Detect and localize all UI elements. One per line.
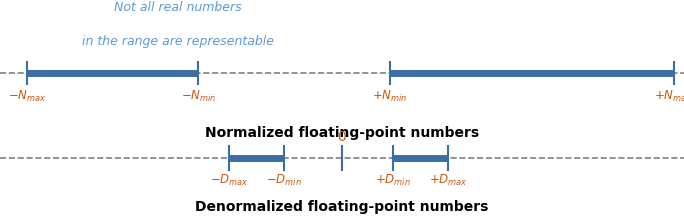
Text: $0$: $0$: [337, 130, 347, 144]
Text: Normalized floating-point numbers: Normalized floating-point numbers: [205, 126, 479, 140]
Text: in the range are representable: in the range are representable: [82, 35, 274, 48]
Text: $+D_{max}$: $+D_{max}$: [429, 173, 467, 188]
Text: $-D_{max}$: $-D_{max}$: [210, 173, 248, 188]
Text: Denormalized floating-point numbers: Denormalized floating-point numbers: [196, 200, 488, 214]
Text: $+N_{min}$: $+N_{min}$: [372, 89, 408, 104]
Text: $-D_{min}$: $-D_{min}$: [266, 173, 302, 188]
Text: $-N_{min}$: $-N_{min}$: [181, 89, 216, 104]
Text: $+N_{max}$: $+N_{max}$: [655, 89, 684, 104]
Text: Not all real numbers: Not all real numbers: [114, 1, 241, 14]
Text: $-N_{max}$: $-N_{max}$: [8, 89, 47, 104]
Text: $+D_{min}$: $+D_{min}$: [376, 173, 411, 188]
